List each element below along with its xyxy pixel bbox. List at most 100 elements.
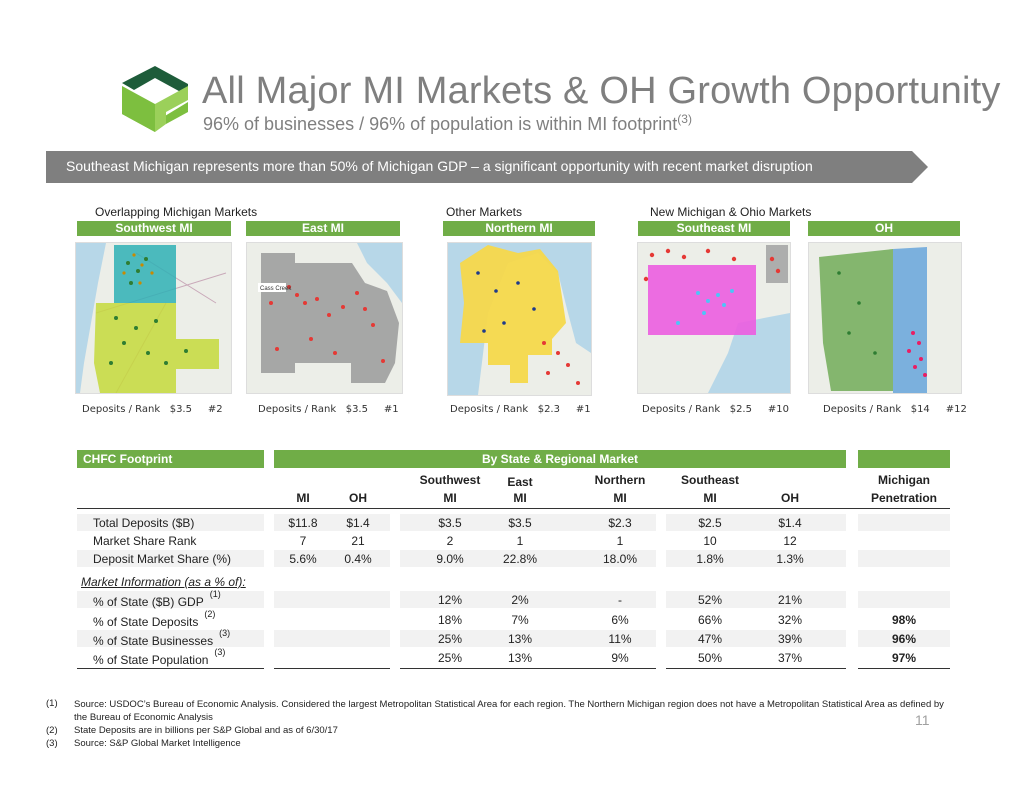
row-bg	[77, 630, 264, 647]
cell: $1.4	[778, 516, 802, 530]
cell: 2	[446, 534, 454, 548]
row-bg	[666, 550, 846, 567]
cell: $11.8	[288, 516, 318, 530]
cell: 18%	[437, 613, 463, 627]
map-header-oh: OH	[808, 221, 960, 236]
cell: 21%	[777, 593, 803, 607]
cell: 21	[351, 534, 365, 548]
row-bg	[400, 630, 656, 647]
cell: 13%	[507, 632, 533, 646]
cell: 7	[299, 534, 307, 548]
map-oh	[808, 242, 962, 394]
table-bottom-rule	[400, 668, 656, 669]
cell: 18.0%	[602, 552, 638, 566]
footnote-3: (3) Source: S&P Global Market Intelligenc…	[46, 738, 241, 749]
table-bottom-rule	[274, 668, 390, 669]
cell: 25%	[437, 632, 463, 646]
row-bg	[400, 514, 656, 531]
map-southeast	[637, 242, 791, 394]
col-header-east-2: MI	[513, 491, 527, 505]
banner	[46, 151, 928, 183]
cell: 12	[783, 534, 797, 548]
cell: 52%	[697, 593, 723, 607]
page-subtitle: 96% of businesses / 96% of population is…	[203, 112, 692, 134]
col-header-north-2: MI	[613, 491, 627, 505]
table-bottom-rule	[77, 668, 264, 669]
footnote-1: (1) Source: USDOC’s Bureau of Economic An…	[46, 698, 944, 723]
row-label-state-gdp: % of State ($B) GDP(1)	[93, 589, 221, 609]
col-header-se-1: Southeast	[680, 473, 739, 487]
row-bg	[666, 591, 846, 608]
cell: 1.8%	[696, 552, 724, 566]
cell: $3.5	[438, 516, 462, 530]
row-bg	[666, 514, 846, 531]
page-title: All Major MI Markets & OH Growth Opportu…	[202, 70, 1001, 112]
row-label-deposit-market-share: Deposit Market Share (%)	[93, 552, 232, 566]
row-bg	[666, 630, 846, 647]
company-logo	[122, 66, 188, 132]
row-bg	[400, 591, 656, 608]
col-header-sw-1: Southwest	[419, 473, 481, 487]
cell: $3.5	[508, 516, 532, 530]
cell: 9.0%	[436, 552, 464, 566]
row-bg	[274, 550, 390, 567]
cell: 12%	[437, 593, 463, 607]
row-bg	[77, 591, 264, 608]
group-label-overlapping: Overlapping Michigan Markets	[95, 205, 258, 219]
cell: 1	[616, 534, 624, 548]
cell: $2.3	[608, 516, 632, 530]
cell: 7%	[511, 613, 529, 627]
row-bg	[77, 514, 264, 531]
map-header-southwest: Southwest MI	[77, 221, 231, 236]
col-header-oh: OH	[349, 491, 367, 505]
row-bg	[274, 630, 390, 647]
cell: -	[618, 593, 622, 607]
header-divider	[77, 508, 950, 509]
table-bottom-rule	[666, 668, 846, 669]
col-header-sw-2: MI	[443, 491, 457, 505]
rank-southwest: Deposits / Rank $3.5 #2	[82, 404, 223, 415]
rank-southeast: Deposits / Rank $2.5 #10	[642, 404, 789, 415]
rank-oh: Deposits / Rank $14 #12	[823, 404, 967, 415]
map-header-southeast: Southeast MI	[638, 221, 790, 236]
group-label-new: New Michigan & Ohio Markets	[650, 205, 812, 219]
map-east: Cass Creek	[246, 242, 403, 394]
cell: 97%	[891, 651, 917, 665]
cell: 37%	[777, 651, 803, 665]
cell: 98%	[891, 613, 917, 627]
cell: 96%	[891, 632, 917, 646]
cell: 11%	[608, 632, 632, 646]
row-bg	[858, 514, 950, 531]
banner-text: Southeast Michigan represents more than …	[66, 158, 813, 174]
row-label-state-deposits: % of State Deposits(2)	[93, 609, 216, 629]
cell: 1	[516, 534, 524, 548]
cell: 47%	[697, 632, 723, 646]
cell: 10	[703, 534, 717, 548]
row-bg	[400, 550, 656, 567]
rank-east: Deposits / Rank $3.5 #1	[258, 404, 399, 415]
map-northern	[447, 242, 592, 396]
cell: 22.8%	[502, 552, 538, 566]
rank-northern: Deposits / Rank $2.3 #1	[450, 404, 591, 415]
col-header-north-1: Northern	[594, 473, 646, 487]
market-info-label: Market Information (as a % of):	[81, 575, 246, 589]
map-header-east: East MI	[246, 221, 400, 236]
col-header-mi: MI	[296, 491, 310, 505]
col-header-pen-2: Penetration	[870, 491, 937, 505]
row-bg	[77, 550, 264, 567]
page-number: 11	[915, 712, 930, 728]
table-regional-header: By State & Regional Market	[274, 450, 846, 468]
row-label-market-share-rank: Market Share Rank	[93, 534, 197, 548]
cell: $1.4	[346, 516, 370, 530]
row-bg	[858, 591, 950, 608]
cell: 0.4%	[344, 552, 372, 566]
row-bg	[274, 514, 390, 531]
cell: 50%	[697, 651, 723, 665]
footnote-2: (2) State Deposits are in billions per S&…	[46, 725, 338, 736]
row-bg	[858, 630, 950, 647]
cell: 66%	[697, 613, 723, 627]
table-footprint-header: CHFC Footprint	[77, 450, 264, 468]
row-label-total-deposits: Total Deposits ($B)	[93, 516, 195, 530]
row-bg	[858, 550, 950, 567]
map-town-label: Cass Creek	[260, 286, 292, 292]
